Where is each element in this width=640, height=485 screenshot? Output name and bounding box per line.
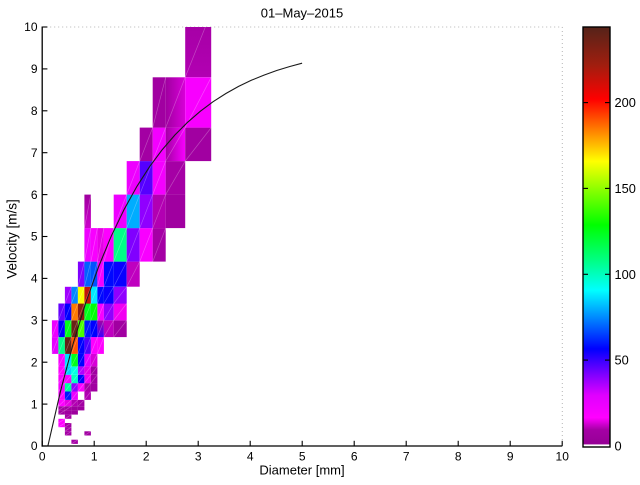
svg-text:8: 8 [455, 449, 462, 463]
svg-text:2: 2 [143, 449, 150, 463]
svg-text:7: 7 [403, 449, 410, 463]
svg-text:Velocity [m/s]: Velocity [m/s] [5, 199, 20, 279]
svg-text:1: 1 [31, 397, 38, 411]
svg-text:0: 0 [31, 439, 38, 453]
svg-text:6: 6 [31, 188, 38, 202]
svg-text:9: 9 [507, 449, 514, 463]
svg-text:2: 2 [31, 355, 38, 369]
svg-text:0: 0 [615, 439, 622, 454]
svg-text:150: 150 [615, 181, 636, 196]
svg-text:6: 6 [351, 449, 358, 463]
svg-text:0: 0 [39, 449, 46, 463]
svg-text:4: 4 [31, 272, 38, 286]
svg-text:50: 50 [615, 353, 629, 368]
svg-text:1: 1 [91, 449, 98, 463]
svg-text:7: 7 [31, 146, 38, 160]
svg-text:Diameter [mm]: Diameter [mm] [259, 463, 344, 478]
svg-text:3: 3 [195, 449, 202, 463]
svg-text:10: 10 [556, 449, 570, 463]
svg-text:4: 4 [247, 449, 254, 463]
svg-text:8: 8 [31, 104, 38, 118]
svg-text:5: 5 [299, 449, 306, 463]
svg-text:100: 100 [615, 267, 636, 282]
svg-text:200: 200 [615, 95, 636, 110]
svg-text:10: 10 [24, 20, 38, 34]
svg-text:9: 9 [31, 62, 38, 76]
svg-text:5: 5 [31, 230, 38, 244]
svg-text:3: 3 [31, 314, 38, 328]
svg-text:01–May–2015: 01–May–2015 [261, 5, 343, 20]
